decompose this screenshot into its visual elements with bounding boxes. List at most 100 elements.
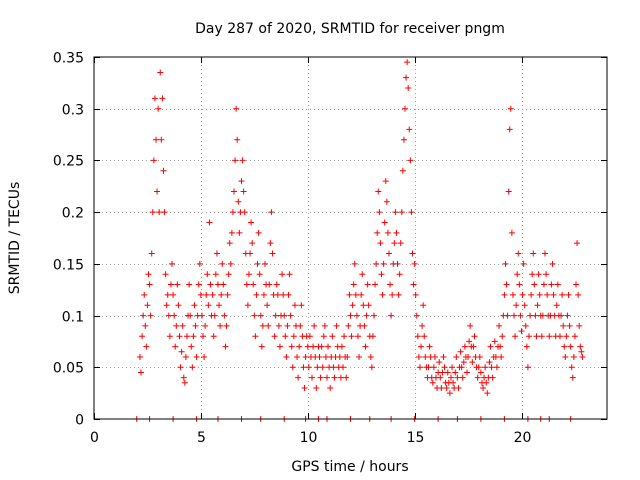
data-point <box>420 302 427 309</box>
data-point <box>531 281 538 288</box>
data-point <box>350 281 357 288</box>
data-point <box>419 322 426 329</box>
data-point <box>501 291 508 298</box>
data-point <box>402 105 409 112</box>
data-point <box>459 374 466 381</box>
data-point <box>395 291 402 298</box>
data-point <box>141 291 148 298</box>
data-point <box>454 374 461 381</box>
data-point <box>248 219 255 226</box>
data-point <box>569 374 576 381</box>
data-point <box>574 240 581 247</box>
data-point <box>222 343 229 350</box>
data-point <box>397 240 404 247</box>
data-point <box>155 105 162 112</box>
data-point <box>517 312 524 319</box>
data-point <box>187 312 194 319</box>
data-point <box>418 343 425 350</box>
data-point <box>385 250 392 257</box>
data-point <box>181 379 188 386</box>
data-point <box>200 333 207 340</box>
data-point <box>389 291 396 298</box>
data-point <box>489 374 496 381</box>
data-point <box>475 364 482 371</box>
data-point <box>446 390 453 397</box>
data-point <box>273 281 280 288</box>
data-point <box>146 281 153 288</box>
plot-frame <box>93 56 608 420</box>
data-point <box>310 343 317 350</box>
data-point <box>550 291 557 298</box>
data-point <box>371 312 378 319</box>
data-point <box>466 338 473 345</box>
data-point <box>533 333 540 340</box>
data-point <box>161 209 168 216</box>
data-point <box>337 374 344 381</box>
data-point <box>488 364 495 371</box>
data-point <box>262 260 268 267</box>
y-tick-label: 0.35 <box>53 51 84 67</box>
data-point <box>363 312 370 319</box>
data-point <box>529 271 536 278</box>
data-point <box>379 291 386 298</box>
data-point <box>275 322 282 329</box>
y-tick-label: 0.05 <box>53 361 84 377</box>
data-point <box>203 291 210 298</box>
data-point <box>535 271 542 278</box>
data-point <box>477 369 484 376</box>
data-point <box>441 364 448 371</box>
data-point <box>503 281 510 288</box>
data-point <box>527 312 534 319</box>
data-point <box>191 302 198 309</box>
data-point <box>522 322 529 329</box>
data-point <box>177 364 184 371</box>
data-point <box>543 271 550 278</box>
data-point <box>175 302 182 309</box>
data-point <box>295 374 302 381</box>
data-point <box>252 333 259 340</box>
data-point <box>476 353 483 360</box>
data-point <box>179 322 186 329</box>
data-point <box>410 281 417 288</box>
data-point <box>378 271 385 278</box>
data-point <box>329 333 336 340</box>
data-point <box>142 322 149 329</box>
data-point <box>374 229 381 236</box>
data-point <box>518 328 525 335</box>
data-point <box>506 126 513 133</box>
data-point <box>480 384 487 391</box>
data-point <box>283 353 290 360</box>
data-point <box>430 364 437 371</box>
data-point <box>318 343 325 350</box>
y-tick-label: 0.15 <box>53 258 84 274</box>
data-point <box>297 322 304 329</box>
data-point <box>190 333 197 340</box>
data-point <box>282 333 289 340</box>
data-point <box>239 157 246 164</box>
data-point <box>258 343 265 350</box>
data-point <box>172 343 179 350</box>
data-point <box>349 302 356 309</box>
data-point <box>348 333 355 340</box>
data-point <box>265 322 272 329</box>
data-point <box>219 260 226 267</box>
data-point <box>316 353 323 360</box>
data-point <box>162 271 169 278</box>
data-point <box>180 374 187 381</box>
x-tick-label: 15 <box>407 430 425 446</box>
data-point <box>276 343 283 350</box>
data-point <box>213 250 220 257</box>
data-point <box>188 343 195 350</box>
data-point <box>193 353 200 360</box>
data-point <box>405 85 412 92</box>
data-point <box>519 291 526 298</box>
data-point <box>186 281 193 288</box>
data-point <box>560 322 567 329</box>
data-point <box>243 281 250 288</box>
data-point <box>234 136 241 143</box>
data-point <box>460 359 467 366</box>
data-point <box>139 333 146 340</box>
data-point <box>274 291 281 298</box>
data-point <box>523 343 530 350</box>
